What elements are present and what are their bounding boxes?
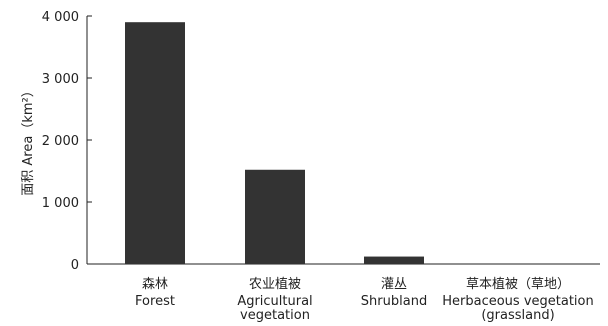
y-tick-label: 1 000 xyxy=(42,196,79,211)
y-axis-title: 面积 Area（km²） xyxy=(21,84,36,195)
bar xyxy=(364,256,424,264)
category-label-en: Herbaceous vegetation xyxy=(442,294,594,309)
bars xyxy=(125,22,424,265)
y-tick-label: 0 xyxy=(71,258,79,273)
category-label-en: Shrubland xyxy=(361,294,427,309)
y-ticks: 0 1 000 2 000 3 000 4 000 xyxy=(42,10,92,273)
category-label-zh: 灌丛 xyxy=(381,277,407,292)
bar xyxy=(245,169,305,264)
category-label-en: (grassland) xyxy=(481,308,554,323)
y-tick-label: 4 000 xyxy=(42,10,79,25)
category-label-en: Agricultural xyxy=(237,294,312,309)
y-tick-label: 2 000 xyxy=(42,134,79,149)
category-label-en: vegetation xyxy=(240,308,310,323)
bar xyxy=(125,22,185,265)
category-label-en: Forest xyxy=(135,294,175,309)
category-label-zh: 森林 xyxy=(142,277,168,292)
category-label-zh: 农业植被 xyxy=(249,277,301,292)
y-tick-label: 3 000 xyxy=(42,72,79,87)
category-label-zh: 草本植被（草地） xyxy=(466,277,570,292)
